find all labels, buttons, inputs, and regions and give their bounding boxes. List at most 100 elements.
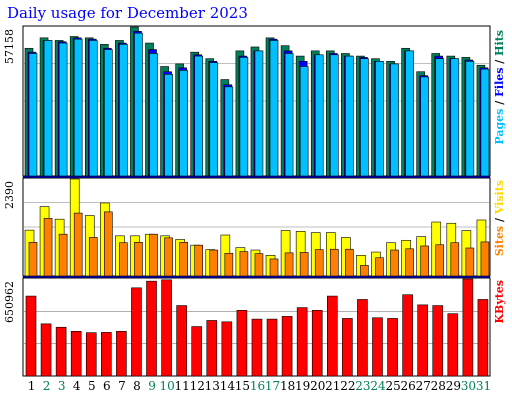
bar-sites-day-27: [420, 245, 429, 277]
bar-kbytes-day-20: [311, 310, 323, 377]
bar-pages-day-5: [88, 40, 98, 177]
bar-sites-day-24: [375, 257, 384, 277]
bar-kbytes-day-15: [236, 310, 248, 377]
day-label-25: 25: [385, 379, 400, 393]
bar-kbytes-day-31: [477, 299, 489, 377]
bar-kbytes-day-12: [191, 326, 203, 377]
bar-sites-day-12: [194, 244, 204, 277]
bar-kbytes-day-25: [387, 318, 398, 377]
bar-sites-day-7: [119, 242, 128, 277]
bar-kbytes-day-21: [326, 295, 338, 377]
day-label-10: 10: [159, 379, 174, 393]
bar-pages-day-19: [299, 66, 309, 177]
bar-kbytes-day-1: [25, 295, 37, 377]
bar-kbytes-day-24: [372, 317, 383, 377]
day-label-14: 14: [220, 379, 236, 393]
ymax-label-kbytes: 650962: [3, 281, 16, 323]
day-label-3: 3: [58, 379, 66, 393]
bar-pages-day-3: [58, 42, 68, 177]
day-label-24: 24: [370, 379, 386, 393]
day-label-8: 8: [133, 379, 141, 393]
bar-sites-day-5: [88, 237, 98, 277]
legend-visits-sites: Sites / Visits: [493, 180, 506, 256]
bar-sites-day-25: [390, 249, 399, 277]
day-label-16: 16: [250, 379, 265, 393]
bar-pages-day-2: [43, 40, 53, 177]
bar-sites-day-6: [104, 211, 113, 277]
ymax-label-visits-sites: 2390: [3, 181, 16, 209]
bar-kbytes-day-11: [176, 305, 187, 377]
bar-sites-day-3: [58, 233, 68, 277]
bar-pages-day-21: [329, 54, 339, 177]
day-label-13: 13: [205, 379, 220, 393]
bar-sites-day-30: [465, 247, 475, 277]
legend-kbytes: KBytes: [493, 280, 506, 324]
legend-entry: KBytes: [493, 280, 506, 324]
day-label-19: 19: [295, 379, 310, 393]
bar-pages-day-17: [269, 40, 279, 177]
bar-sites-day-10: [164, 237, 173, 277]
bar-pages-day-8: [134, 32, 143, 177]
bar-pages-day-27: [420, 76, 429, 177]
day-label-6: 6: [103, 379, 111, 393]
day-label-30: 30: [461, 379, 476, 393]
day-label-15: 15: [235, 379, 250, 393]
bar-pages-day-25: [390, 63, 399, 177]
bar-kbytes-day-23: [357, 299, 368, 377]
chart-title: Daily usage for December 2023: [7, 4, 248, 22]
bar-sites-day-28: [435, 244, 445, 277]
bar-sites-day-1: [28, 242, 38, 277]
bar-sites-day-23: [360, 265, 369, 277]
bar-pages-day-4: [73, 38, 83, 177]
bar-pages-day-11: [179, 70, 188, 177]
bar-pages-day-30: [465, 61, 475, 177]
bar-sites-day-31: [480, 241, 490, 277]
legend-entry: Visits: [493, 180, 506, 218]
bar-sites-day-29: [450, 242, 460, 277]
bar-kbytes-day-30: [462, 278, 474, 377]
legend-hits-files-pages: Pages / Files / Hits: [493, 30, 506, 145]
bar-pages-day-10: [164, 74, 173, 177]
day-label-21: 21: [325, 379, 340, 393]
day-label-4: 4: [73, 379, 81, 393]
legend-entry: Pages: [493, 109, 506, 145]
bar-kbytes-day-19: [296, 307, 308, 377]
legend-entry: /: [493, 100, 506, 109]
bar-sites-day-2: [43, 218, 53, 277]
bar-sites-day-13: [209, 249, 219, 277]
bar-pages-day-24: [375, 61, 384, 177]
bar-kbytes-day-28: [432, 305, 444, 377]
day-label-5: 5: [88, 379, 96, 393]
day-label-2: 2: [43, 379, 51, 393]
bar-pages-day-13: [209, 62, 219, 177]
bar-kbytes-day-9: [146, 280, 157, 377]
bar-sites-day-15: [239, 251, 249, 277]
legend-entry: Files: [493, 68, 506, 101]
bar-pages-day-29: [450, 58, 460, 177]
legend-entry: /: [493, 59, 506, 68]
bar-pages-day-9: [149, 53, 158, 177]
bar-kbytes-day-3: [55, 326, 67, 377]
day-label-12: 12: [190, 379, 205, 393]
ymax-label-hits-files-pages: 57158: [3, 29, 16, 64]
bar-sites-day-18: [284, 252, 294, 277]
bar-kbytes-day-13: [206, 320, 218, 377]
bar-kbytes-day-2: [40, 323, 52, 377]
bar-pages-day-23: [360, 58, 369, 177]
bar-pages-day-7: [119, 44, 128, 177]
day-label-11: 11: [175, 379, 190, 393]
day-label-31: 31: [476, 379, 491, 393]
legend-entry: Hits: [493, 30, 506, 60]
bar-sites-day-19: [299, 252, 309, 277]
bar-kbytes-day-14: [221, 321, 233, 377]
bar-pages-day-1: [28, 53, 38, 177]
bar-pages-day-22: [345, 55, 354, 177]
bar-pages-day-12: [194, 55, 204, 177]
bar-kbytes-day-26: [402, 294, 413, 377]
day-label-29: 29: [446, 379, 461, 393]
day-label-7: 7: [118, 379, 126, 393]
bar-kbytes-day-29: [447, 313, 459, 377]
bar-sites-day-16: [254, 253, 264, 277]
bar-sites-day-11: [179, 242, 188, 277]
bar-sites-day-20: [314, 249, 324, 277]
